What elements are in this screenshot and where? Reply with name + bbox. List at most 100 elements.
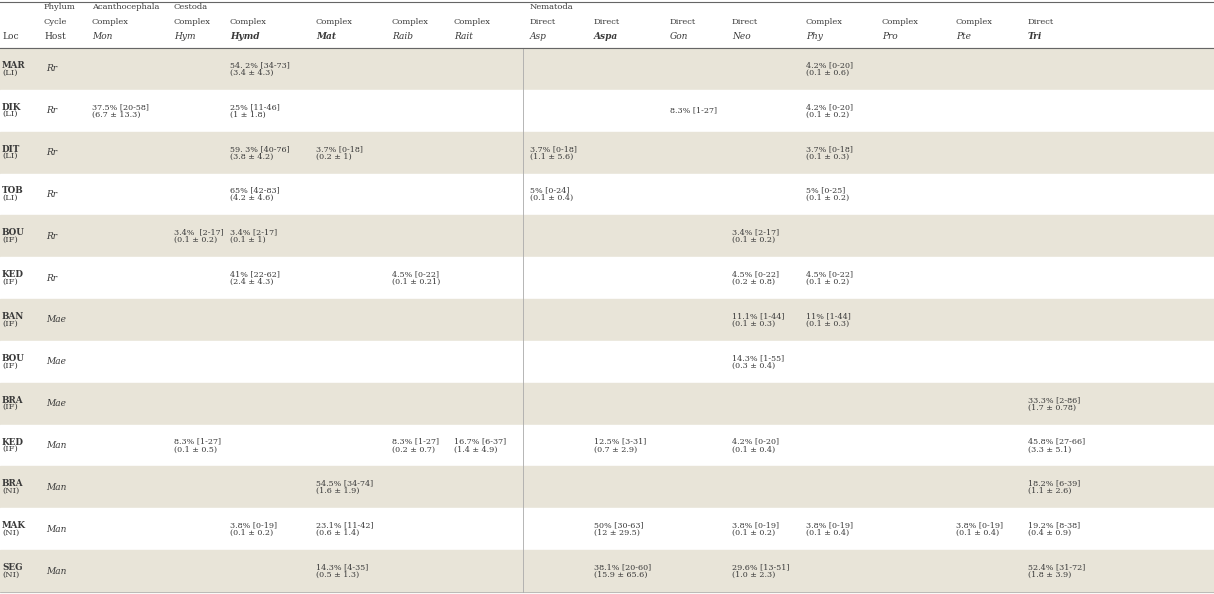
Text: Complex: Complex: [883, 18, 919, 26]
Text: Phylum: Phylum: [44, 3, 75, 11]
Text: 3.7% [0-18]: 3.7% [0-18]: [531, 145, 577, 153]
Text: 54.5% [34-74]: 54.5% [34-74]: [316, 479, 373, 488]
Text: 5% [0-25]: 5% [0-25]: [806, 187, 845, 195]
Text: (LI): (LI): [2, 152, 17, 160]
Text: (0.1 ± 0.2): (0.1 ± 0.2): [806, 110, 850, 119]
Bar: [0, 550, 1214, 592]
Text: 8.3% [1-27]: 8.3% [1-27]: [670, 107, 717, 115]
Text: (LI): (LI): [2, 110, 17, 118]
Text: 38.1% [20-60]: 38.1% [20-60]: [594, 563, 651, 571]
Text: Direct: Direct: [1028, 18, 1054, 26]
Text: Complex: Complex: [174, 18, 211, 26]
Text: (1.1 ± 5.6): (1.1 ± 5.6): [531, 153, 573, 160]
Text: (1 ± 1.8): (1 ± 1.8): [229, 110, 266, 119]
Text: (1.6 ± 1.9): (1.6 ± 1.9): [316, 487, 359, 495]
Text: (0.3 ± 0.4): (0.3 ± 0.4): [732, 362, 776, 369]
Text: 3.4% [2-17]: 3.4% [2-17]: [229, 229, 277, 236]
Text: (0.1 ± 0.2): (0.1 ± 0.2): [732, 236, 776, 244]
Text: (1.0 ± 2.3): (1.0 ± 2.3): [732, 571, 776, 579]
Text: Mon: Mon: [92, 32, 113, 41]
Text: (0.1 ± 0.21): (0.1 ± 0.21): [392, 278, 441, 286]
Text: (NI): (NI): [2, 529, 19, 537]
Text: (0.1 ± 0.3): (0.1 ± 0.3): [732, 320, 776, 328]
Text: Complex: Complex: [92, 18, 129, 26]
Text: SEG: SEG: [2, 563, 23, 572]
Text: 3.4%  [2-17]: 3.4% [2-17]: [174, 229, 223, 236]
Text: Nematoda: Nematoda: [531, 3, 574, 11]
Text: MAK: MAK: [2, 521, 25, 530]
Text: 52.4% [31-72]: 52.4% [31-72]: [1028, 563, 1085, 571]
Bar: [0, 299, 1214, 341]
Text: Raib: Raib: [392, 32, 413, 41]
Text: (3.3 ± 5.1): (3.3 ± 5.1): [1028, 446, 1072, 453]
Text: 3.7% [0-18]: 3.7% [0-18]: [316, 145, 363, 153]
Text: (NI): (NI): [2, 571, 19, 579]
Text: TOB: TOB: [2, 187, 24, 195]
Text: 3.8% [0-19]: 3.8% [0-19]: [806, 522, 853, 529]
Text: 50% [30-63]: 50% [30-63]: [594, 522, 643, 529]
Text: (IF): (IF): [2, 277, 18, 286]
Text: (IF): (IF): [2, 236, 18, 244]
Text: Complex: Complex: [454, 18, 490, 26]
Text: Man: Man: [46, 441, 67, 450]
Text: 41% [22-62]: 41% [22-62]: [229, 270, 280, 279]
Text: (0.6 ± 1.4): (0.6 ± 1.4): [316, 529, 359, 537]
Text: (0.1 ± 0.2): (0.1 ± 0.2): [174, 236, 217, 244]
Text: BRA: BRA: [2, 479, 23, 488]
Text: Direct: Direct: [531, 18, 556, 26]
Text: 18.2% [6-39]: 18.2% [6-39]: [1028, 479, 1080, 488]
Text: (0.1 ± 0.6): (0.1 ± 0.6): [806, 69, 850, 77]
Bar: [0, 466, 1214, 508]
Bar: [0, 48, 1214, 90]
Text: 16.7% [6-37]: 16.7% [6-37]: [454, 438, 506, 446]
Text: (0.2 ± 0.7): (0.2 ± 0.7): [392, 446, 435, 453]
Text: Rr: Rr: [46, 232, 57, 241]
Text: BOU: BOU: [2, 354, 24, 363]
Text: Cestoda: Cestoda: [174, 3, 208, 11]
Text: Direct: Direct: [732, 18, 759, 26]
Text: Complex: Complex: [806, 18, 843, 26]
Text: 14.3% [4-35]: 14.3% [4-35]: [316, 563, 368, 571]
Text: (1.8 ± 3.9): (1.8 ± 3.9): [1028, 571, 1072, 579]
Text: (0.2 ± 1): (0.2 ± 1): [316, 153, 352, 160]
Text: (12 ± 29.5): (12 ± 29.5): [594, 529, 640, 537]
Text: 54. 2% [34-73]: 54. 2% [34-73]: [229, 61, 290, 69]
Text: 3.8% [0-19]: 3.8% [0-19]: [732, 522, 779, 529]
Bar: [0, 90, 1214, 132]
Text: Neo: Neo: [732, 32, 750, 41]
Text: Complex: Complex: [955, 18, 993, 26]
Text: (0.1 ± 0.4): (0.1 ± 0.4): [806, 529, 850, 537]
Text: (0.2 ± 0.8): (0.2 ± 0.8): [732, 278, 775, 286]
Text: BAN: BAN: [2, 312, 24, 321]
Text: BOU: BOU: [2, 228, 24, 238]
Text: BRA: BRA: [2, 396, 23, 405]
Text: Man: Man: [46, 483, 67, 492]
Text: 4.2% [0-20]: 4.2% [0-20]: [732, 438, 779, 446]
Text: Mae: Mae: [46, 399, 66, 408]
Text: (0.1 ± 0.4): (0.1 ± 0.4): [732, 446, 776, 453]
Text: (2.4 ± 4.3): (2.4 ± 4.3): [229, 278, 273, 286]
Text: 3.8% [0-19]: 3.8% [0-19]: [955, 522, 1003, 529]
Text: (0.1 ± 0.2): (0.1 ± 0.2): [732, 529, 776, 537]
Text: 3.8% [0-19]: 3.8% [0-19]: [229, 522, 277, 529]
Text: Mae: Mae: [46, 315, 66, 324]
Text: Host: Host: [44, 32, 66, 41]
Text: 4.2% [0-20]: 4.2% [0-20]: [806, 103, 853, 111]
Text: KED: KED: [2, 270, 24, 279]
Text: 11.1% [1-44]: 11.1% [1-44]: [732, 312, 784, 320]
Text: Man: Man: [46, 567, 67, 576]
Text: Asp: Asp: [531, 32, 546, 41]
Text: Direct: Direct: [594, 18, 620, 26]
Text: (3.8 ± 4.2): (3.8 ± 4.2): [229, 153, 273, 160]
Text: Complex: Complex: [229, 18, 267, 26]
Text: 3.4% [2-17]: 3.4% [2-17]: [732, 229, 779, 236]
Text: Tri: Tri: [1028, 32, 1043, 41]
Text: (0.1 ± 0.2): (0.1 ± 0.2): [806, 194, 850, 203]
Text: (1.4 ± 4.9): (1.4 ± 4.9): [454, 446, 498, 453]
Text: 4.5% [0-22]: 4.5% [0-22]: [392, 270, 439, 279]
Bar: [0, 508, 1214, 550]
Text: 29.6% [13-51]: 29.6% [13-51]: [732, 563, 789, 571]
Text: 4.5% [0-22]: 4.5% [0-22]: [732, 270, 779, 279]
Text: KED: KED: [2, 438, 24, 447]
Text: Complex: Complex: [316, 18, 353, 26]
